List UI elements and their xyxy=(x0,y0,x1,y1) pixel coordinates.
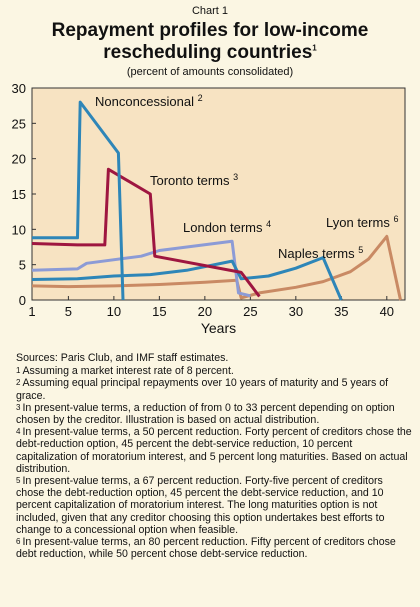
series-footnote-marker: 4 xyxy=(266,219,271,229)
y-tick-label: 5 xyxy=(19,258,26,273)
chart-title-text: rescheduling countries xyxy=(103,42,313,63)
footnote-marker: 3 xyxy=(16,402,21,412)
x-tick-label: 25 xyxy=(243,304,257,319)
x-tick-label: 5 xyxy=(65,304,72,319)
chart-title-line1: Repayment profiles for low-income xyxy=(51,20,369,41)
footnote-marker: 4 xyxy=(16,427,21,437)
series-label: London terms 4 xyxy=(183,219,271,235)
series-line-london-terms xyxy=(31,239,251,298)
footnote-text: In present-value terms, a 67 percent red… xyxy=(16,475,385,536)
footnote-marker: 6 xyxy=(16,537,21,547)
footnote-text: In present-value terms, an 80 percent re… xyxy=(16,536,396,561)
x-tick-label: 20 xyxy=(198,304,212,319)
series-line-toronto-terms xyxy=(31,167,261,298)
x-tick-label: 30 xyxy=(289,304,303,319)
series-label: Toronto terms 3 xyxy=(150,172,238,188)
footnote-1: 1 Assuming a market interest rate of 8 pe… xyxy=(16,365,414,377)
chart-subtitle: (percent of amounts consolidated) xyxy=(126,66,294,78)
series-line-naples-terms xyxy=(31,256,343,301)
y-tick-label: 0 xyxy=(19,293,26,308)
footnote-3: 3 In present-value terms, a reduction of … xyxy=(16,402,414,426)
y-tick-label: 15 xyxy=(12,187,26,202)
chart-title-line2: rescheduling countries1 xyxy=(0,42,420,64)
footnote-list: 1 Assuming a market interest rate of 8 pe… xyxy=(16,365,414,560)
x-tick-label: 10 xyxy=(107,304,121,319)
footnote-marker: 1 xyxy=(16,366,21,376)
x-tick-label: 15 xyxy=(152,304,166,319)
series-label: Nonconcessional 2 xyxy=(95,93,203,109)
footnote-5: 5 In present-value terms, a 67 percent re… xyxy=(16,475,414,536)
chart-label: Chart 1 xyxy=(191,5,229,17)
footnote-6: 6 In present-value terms, an 80 percent r… xyxy=(16,536,414,560)
y-tick-label: 25 xyxy=(12,116,26,131)
footnote-4: 4 In present-value terms, a 50 percent re… xyxy=(16,426,414,475)
sources-note: Sources: Paris Club, and IMF staff estim… xyxy=(16,352,229,364)
series-footnote-marker: 5 xyxy=(358,245,363,255)
series-footnote-marker: 6 xyxy=(393,214,398,224)
y-tick-label: 20 xyxy=(12,152,26,167)
footnote-marker: 2 xyxy=(16,378,21,388)
footnote-marker: 5 xyxy=(16,476,21,486)
title-footnote-marker: 1 xyxy=(312,43,317,53)
footnote-text: In present-value terms, a 50 percent red… xyxy=(16,426,412,475)
series-line-nonconcessional xyxy=(32,100,125,301)
y-tick-label: 30 xyxy=(12,81,26,96)
x-tick-label: 40 xyxy=(380,304,394,319)
y-tick-label: 10 xyxy=(12,222,26,237)
footnote-2: 2 Assuming equal principal repayments ove… xyxy=(16,377,414,401)
series-label: Lyon terms 6 xyxy=(326,214,398,230)
x-axis-label: Years xyxy=(201,320,236,336)
footnote-text: Assuming a market interest rate of 8 per… xyxy=(22,365,234,378)
series-footnote-marker: 3 xyxy=(233,172,238,182)
series-label: Naples terms 5 xyxy=(278,245,363,261)
chart-notes: Sources: Paris Club, and IMF staff estim… xyxy=(16,352,414,560)
footnote-text: In present-value terms, a reduction of f… xyxy=(16,401,395,427)
x-tick-label: 35 xyxy=(334,304,348,319)
x-tick-label: 1 xyxy=(28,304,35,319)
footnote-text: Assuming equal principal repayments over… xyxy=(16,377,389,402)
series-footnote-marker: 2 xyxy=(198,93,203,103)
